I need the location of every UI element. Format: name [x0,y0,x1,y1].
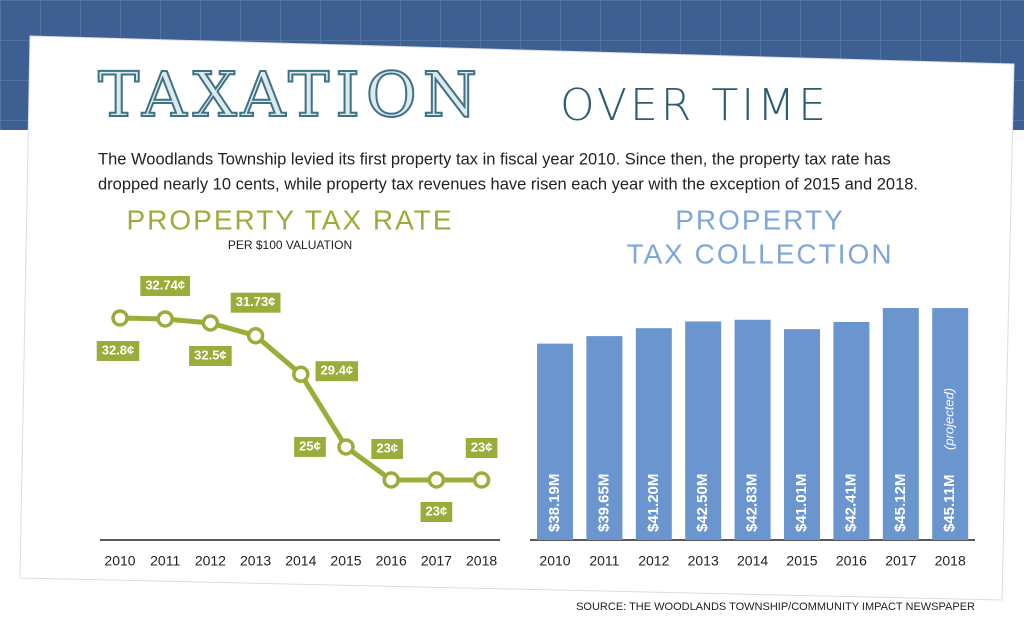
value-label: 32.74¢ [145,277,185,292]
title: TAXATION [98,58,483,131]
value-label: $41.20M [645,474,662,532]
value-label-box [465,438,498,458]
chart-subtitle: PER $100 VALUATION [228,238,352,252]
bar [537,343,573,540]
value-label-box [189,345,232,366]
x-tick-label: 2018 [935,553,966,569]
point [292,365,310,383]
x-tick-label: 2012 [638,553,669,569]
bar [734,319,771,540]
value-label: $42.41M [842,474,859,532]
description: dropped nearly 10 cents, while property … [98,175,918,193]
value-label: 31.73¢ [236,294,276,309]
x-tick-label: 2011 [589,553,619,569]
bar [932,308,969,540]
point [337,438,355,456]
point [472,471,491,489]
value-label: $39.65M [595,474,612,532]
chart-title: TAX COLLECTION [626,238,893,269]
value-label-box [371,439,404,459]
bar [833,321,870,540]
bar [882,308,919,540]
value-label-box [230,292,281,313]
value-label: 23¢ [426,503,448,518]
value-label: 23¢ [471,439,493,454]
value-label-box [96,341,140,361]
x-tick-label: 2017 [421,553,452,569]
x-tick-label: 2012 [195,553,226,569]
chart-title: PROPERTY [675,204,845,235]
point [427,471,446,489]
value-label: $42.83M [744,474,761,532]
value-label-box [140,275,191,296]
value-label-box [294,436,326,457]
x-tick-label: 2018 [466,553,497,569]
value-label: $45.12M [892,474,909,532]
x-tick-label: 2017 [885,553,916,569]
point [246,326,265,345]
x-tick-label: 2015 [330,553,361,569]
value-label: 23¢ [376,440,398,455]
bar [586,336,623,540]
x-tick-label: 2010 [539,553,570,569]
value-label-box [420,502,453,522]
value-label: 32.8¢ [102,342,135,357]
value-label: 32.5¢ [194,347,227,362]
subtitle: OVER TIME [560,80,829,131]
point [382,471,400,489]
bar [784,329,820,540]
point [111,309,129,327]
value-label: $41.01M [793,474,810,532]
value-label-box [315,361,359,382]
value-label: $45.11M [941,474,958,532]
x-tick-label: 2015 [786,553,817,569]
x-tick-label: 2016 [376,553,407,569]
x-tick-label: 2013 [688,553,719,569]
description: The Woodlands Township levied its first … [98,150,891,168]
value-label: $42.50M [694,474,711,532]
bar [685,321,722,540]
value-label: 25¢ [299,438,321,453]
bar [635,328,672,540]
chart-title: PROPERTY TAX RATE [126,204,453,235]
value-label: $38.19M [546,474,563,532]
source: SOURCE: THE WOODLANDS TOWNSHIP/COMMUNITY… [576,601,975,613]
x-tick-label: 2011 [150,553,180,569]
x-tick-label: 2014 [285,553,316,569]
x-tick-label: 2014 [737,553,768,569]
x-tick-label: 2016 [836,553,867,569]
value-label: 29.4¢ [321,363,354,378]
point [201,314,220,332]
x-tick-label: 2013 [240,553,271,569]
x-tick-label: 2010 [104,553,135,569]
point [156,310,174,328]
annotation: (projected) [942,388,957,450]
